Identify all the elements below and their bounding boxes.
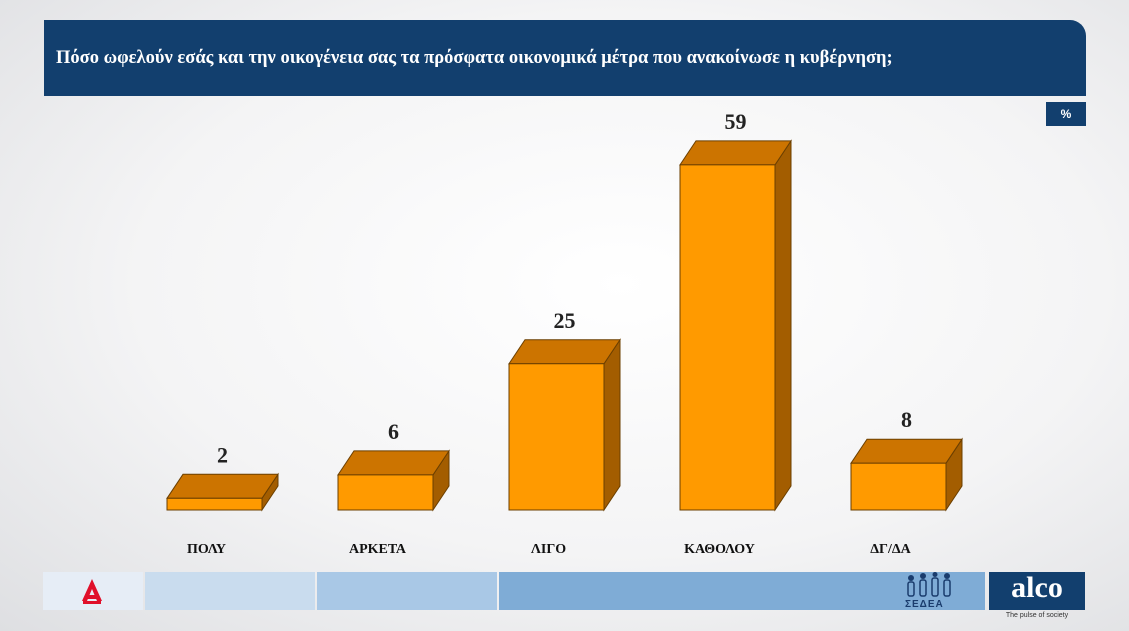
bar-top-face (337, 450, 450, 476)
chart-title: Πόσο ωφελούν εσάς και την οικογένεια σας… (56, 47, 893, 68)
bar-top-face (850, 438, 963, 464)
bar-top-face (508, 339, 621, 365)
alco-tagline: The pulse of society (1005, 612, 1069, 619)
value-label: 59 (725, 109, 747, 134)
bar-front-face (166, 497, 263, 511)
value-label: 25 (554, 308, 576, 333)
sedea-label: ΣΕΔΕΑ (905, 599, 944, 610)
alco-logo: alco (989, 572, 1085, 610)
footer-segment (499, 572, 985, 610)
category-label: ΠΟΛΥ (187, 542, 226, 557)
category-label: ΑΡΚΕΤΑ (349, 542, 407, 557)
unit-badge: % (1046, 102, 1086, 126)
footer-segment (317, 572, 497, 610)
bar-top-face (166, 473, 279, 499)
bar-3 (508, 338, 621, 512)
bar-side-face (603, 338, 621, 512)
bar-front-face (337, 474, 434, 511)
value-label: 8 (901, 407, 912, 432)
bar-front-face (850, 462, 947, 511)
category-label: ΔΓ/ΔΑ (870, 542, 911, 557)
bar-2 (337, 449, 450, 512)
category-label: ΛΙΓΟ (531, 542, 566, 557)
value-label: 2 (217, 442, 228, 467)
alpha-channel-logo-icon (82, 579, 102, 604)
bar-front-face (679, 164, 776, 511)
value-label: 6 (388, 419, 399, 444)
bar-front-face (508, 363, 605, 511)
bar-side-face (774, 139, 792, 512)
footer-segment (145, 572, 315, 610)
sedea-people-logo-icon (907, 572, 951, 597)
bar-1 (166, 472, 279, 512)
title-bar: Πόσο ωφελούν εσάς και την οικογένεια σας… (44, 20, 1086, 96)
alco-brand: alco (1011, 571, 1063, 604)
bar-4 (679, 139, 792, 512)
category-label: ΚΑΘΟΛΟΥ (684, 542, 755, 557)
bar-top-face (679, 140, 792, 166)
bar-5 (850, 437, 963, 512)
